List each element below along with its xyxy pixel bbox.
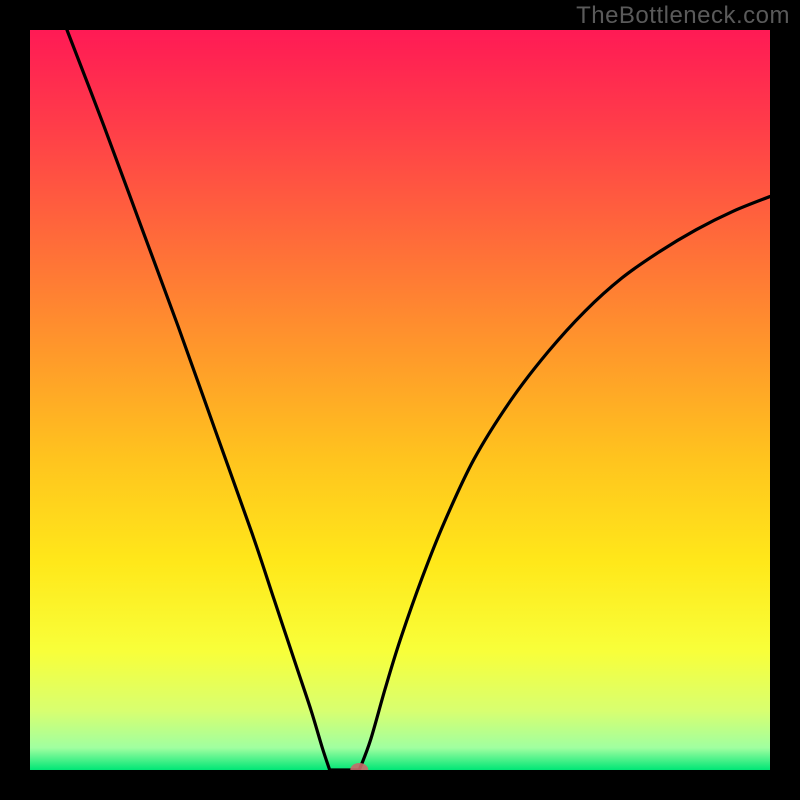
watermark-text: TheBottleneck.com — [576, 2, 790, 30]
gradient-background — [30, 30, 770, 770]
plot-area — [30, 30, 770, 770]
bottleneck-curve-chart — [30, 30, 770, 770]
chart-frame: TheBottleneck.com — [0, 0, 800, 800]
